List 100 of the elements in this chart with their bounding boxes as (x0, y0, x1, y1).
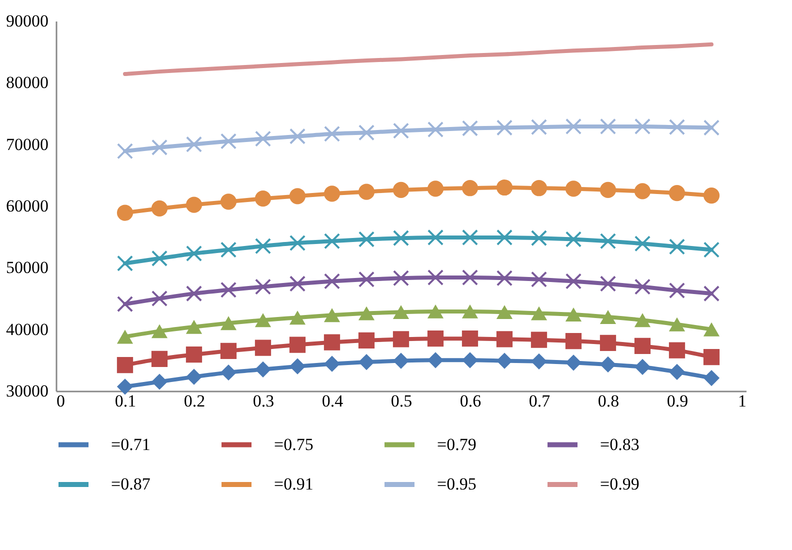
legend-label: =0.99 (600, 474, 640, 494)
point (220, 316, 237, 330)
point (703, 242, 720, 258)
x-tick-label: 0.3 (252, 392, 274, 410)
point (600, 118, 616, 135)
line-series (123, 42, 714, 76)
point (496, 270, 513, 286)
point (530, 118, 548, 136)
point (220, 364, 237, 381)
point (392, 352, 410, 369)
point (668, 238, 686, 255)
point (634, 338, 651, 354)
point (116, 143, 134, 160)
point (254, 340, 272, 356)
point (565, 354, 582, 371)
y-tick-label: 60000 (6, 196, 48, 216)
point (151, 200, 168, 217)
point (600, 334, 616, 351)
point (324, 356, 340, 372)
point (496, 120, 513, 136)
point (496, 305, 513, 320)
point (289, 358, 306, 374)
point (116, 296, 134, 312)
point (151, 324, 168, 338)
point (151, 139, 168, 156)
point (530, 230, 548, 246)
point (186, 136, 202, 152)
point (392, 182, 410, 198)
legend-label: =0.75 (274, 434, 314, 454)
point (324, 233, 340, 250)
point (289, 276, 306, 292)
point (116, 330, 134, 344)
point (462, 269, 478, 286)
x-tick-label: 0.8 (598, 392, 620, 410)
point (358, 124, 375, 141)
point (220, 342, 237, 359)
point (668, 342, 686, 358)
point (392, 230, 410, 246)
y-tick-label: 30000 (6, 382, 48, 400)
point (496, 352, 513, 369)
point (703, 349, 720, 366)
x-tick-label: 0.1 (114, 392, 136, 410)
point (600, 310, 616, 324)
point (668, 282, 686, 299)
point (151, 250, 168, 266)
point (289, 188, 306, 204)
point (427, 304, 444, 318)
point (186, 196, 202, 213)
point (254, 130, 272, 147)
point (668, 185, 686, 202)
point (462, 352, 478, 368)
point (392, 122, 410, 139)
point (462, 229, 478, 246)
point (254, 238, 272, 254)
point (530, 332, 548, 348)
point (220, 242, 237, 258)
point (703, 187, 720, 204)
point (600, 276, 616, 292)
point (116, 255, 134, 272)
point (151, 290, 168, 307)
point (186, 320, 202, 334)
point (530, 306, 548, 320)
x-tick-label: 0.4 (322, 392, 344, 410)
point (496, 229, 513, 246)
point (565, 231, 582, 248)
legend-label: =0.95 (437, 474, 476, 494)
point (151, 374, 168, 390)
point (634, 313, 651, 328)
point (462, 120, 478, 136)
point (427, 229, 444, 246)
point (496, 179, 513, 196)
y-tick-label: 80000 (6, 73, 48, 92)
point (600, 182, 616, 198)
point (358, 354, 375, 370)
point (565, 273, 582, 290)
y-tick-label: 90000 (6, 12, 48, 30)
point (565, 332, 582, 350)
point (392, 270, 410, 286)
legend-label: =0.71 (111, 434, 150, 454)
point (530, 271, 548, 288)
point (254, 313, 272, 328)
x-tick-label: 0.6 (460, 392, 482, 410)
point (565, 308, 582, 322)
legend-label: =0.91 (274, 474, 314, 494)
point (324, 308, 340, 322)
y-tick-label: 40000 (6, 320, 48, 339)
x-tick-label: 0.9 (666, 392, 688, 410)
point (324, 126, 340, 142)
point (565, 118, 582, 135)
point (358, 231, 375, 248)
point (254, 278, 272, 295)
x-tick-label: 0.7 (528, 392, 551, 410)
point (220, 282, 237, 298)
point (358, 271, 375, 288)
point (392, 305, 410, 320)
point (427, 352, 444, 368)
point (289, 336, 306, 353)
point (392, 331, 410, 348)
point (220, 194, 237, 210)
point (254, 190, 272, 207)
